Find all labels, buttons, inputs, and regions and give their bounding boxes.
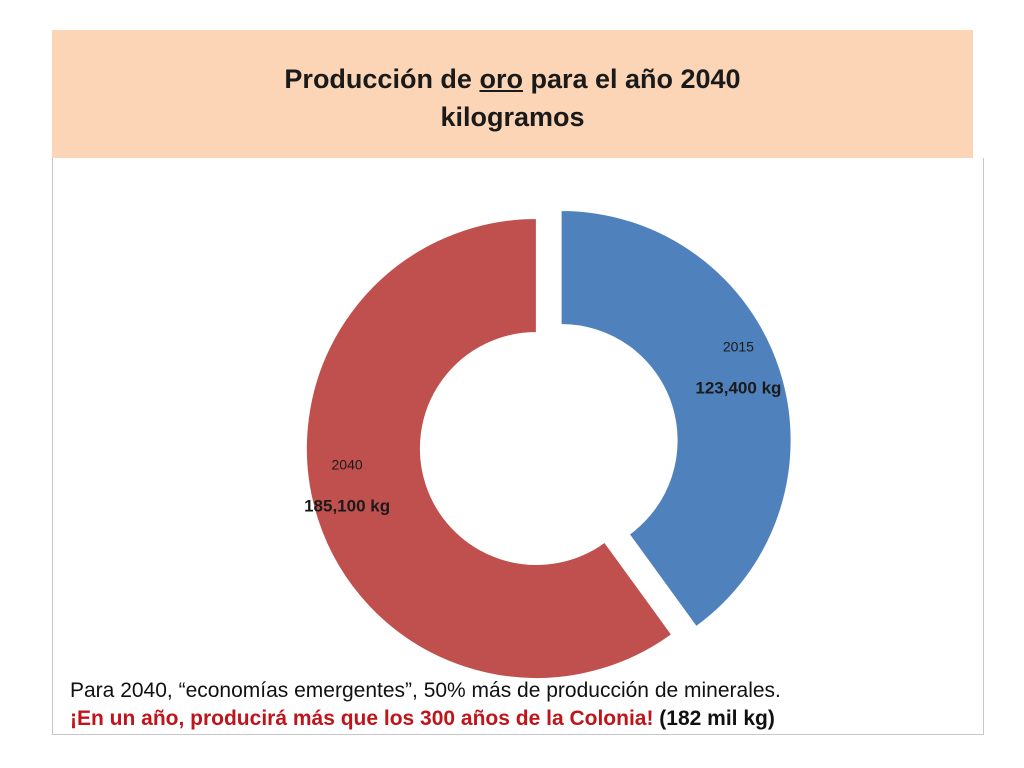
slice-value-label: 123,400 kg <box>695 378 781 397</box>
slice-value-label: 185,100 kg <box>304 496 390 515</box>
slice-category-label: 2040 <box>332 456 363 472</box>
title-band: Producción de oro para el año 2040 kilog… <box>52 30 973 158</box>
title-part-pre: Producción de <box>284 64 480 94</box>
page-title: Producción de oro para el año 2040 kilog… <box>52 60 973 136</box>
caption-line-2: ¡En un año, producirá más que los 300 añ… <box>70 705 970 733</box>
title-line2: kilogramos <box>440 102 585 132</box>
slice-category-label: 2015 <box>723 338 754 354</box>
title-part-underlined: oro <box>479 64 523 94</box>
title-part-post: para el año 2040 <box>522 64 741 94</box>
caption-amount: (182 mil kg) <box>653 707 775 730</box>
slice-2015 <box>560 209 792 628</box>
caption-highlight: ¡En un año, producirá más que los 300 añ… <box>70 707 654 730</box>
slice-2040 <box>305 217 673 679</box>
caption: Para 2040, “economías emergentes”, 50% m… <box>70 677 970 733</box>
caption-line-1: Para 2040, “economías emergentes”, 50% m… <box>70 679 781 702</box>
